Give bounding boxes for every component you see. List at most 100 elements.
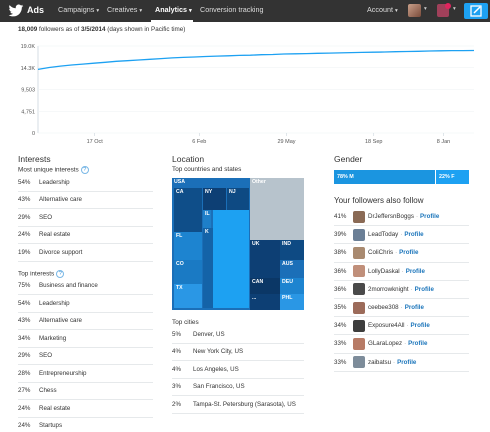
item-percent: 54% [18,299,31,307]
twitter-bird-icon[interactable] [8,4,24,18]
followers-summary: 18,009 followers as of 3/5/2014 (days sh… [18,26,185,33]
treemap-cell-tx[interactable]: TX [174,284,202,308]
treemap-cell-ny[interactable]: NY [203,188,226,210]
compose-tweet-button[interactable] [464,3,488,19]
profile-link[interactable]: Profile [414,285,434,293]
help-icon[interactable]: ? [56,269,65,278]
profile-link[interactable]: Profile [405,267,425,275]
list-item: 34% Marketing [18,330,153,348]
treemap-cell-nj[interactable]: NJ [227,188,249,210]
treemap-cell-k[interactable]: K [203,228,213,308]
profile-avatar[interactable] [353,265,365,278]
user-avatar[interactable] [408,4,421,17]
nav-conversion-tracking[interactable]: Conversion tracking [200,5,264,14]
followers-also-follow-title: Your followers also follow [334,196,424,205]
also-follow-list: 41% DrJeffersnBoggs · Profile 39% LeadToday · P… [334,208,469,372]
y-tick-label: 9,503 [21,88,35,94]
item-percent: 43% [18,196,31,204]
profile-avatar[interactable] [353,283,365,296]
follow-handle[interactable]: zaibatsu [368,358,392,366]
follow-percent: 35% [334,304,347,312]
list-item: 54% Leadership [18,174,153,192]
separator-dot: · [400,231,403,239]
treemap-cell-fl[interactable]: FL [174,232,202,260]
item-label: Alternative care [39,317,82,325]
treemap-cell-aus[interactable]: AUS [280,260,304,278]
item-percent: 43% [18,317,31,325]
follow-handle[interactable]: LollyDaskal [368,267,400,275]
brand-label[interactable]: Ads [27,5,45,15]
item-label: SEO [39,352,53,360]
treemap-cell-co[interactable]: CO [174,260,202,284]
list-item: 43% Alternative care [18,192,153,209]
chevron-down-icon[interactable]: ▾ [424,6,427,12]
active-tab-underline [151,20,193,22]
follow-handle[interactable]: DrJeffersnBoggs [368,213,414,221]
separator-dot: · [400,304,403,312]
treemap-cell-other[interactable]: Other [250,178,304,240]
list-item: 3% San Francisco, US [172,379,304,396]
treemap-cell-ca[interactable]: CA [174,188,202,232]
follow-handle[interactable]: GLaraLopez [368,340,403,348]
profile-avatar[interactable] [353,246,365,259]
item-label: SEO [39,213,53,221]
treemap-cell-ind[interactable]: IND [280,240,304,260]
follow-handle[interactable]: 2morrowknight [368,285,409,293]
profile-link[interactable]: Profile [404,231,424,239]
nav-creatives-label: Creatives [107,5,138,14]
list-item: 75% Business and finance [18,278,153,295]
list-item: 5% Denver, US [172,326,304,344]
profile-avatar[interactable] [353,337,365,350]
follow-item: 39% LeadToday · Profile [334,226,469,245]
followers-count: 18,009 [18,26,38,33]
profile-link[interactable]: Profile [397,358,417,366]
follow-handle[interactable]: ColiChris [368,249,394,257]
profile-link[interactable]: Profile [404,304,424,312]
summary-note: (days shown in Pacific time) [105,26,186,33]
list-item: 54% Leadership [18,295,153,313]
profile-link[interactable]: Profile [399,249,419,257]
treemap-cell-rest[interactable] [213,210,249,308]
treemap-cell-uk[interactable]: UK [250,240,280,278]
treemap-cell-more[interactable]: ... [250,294,280,310]
separator-dot: · [395,249,398,257]
list-item: 19% Divorce support [18,244,153,262]
nav-campaigns[interactable]: Campaigns ▾ [58,5,99,14]
list-item: 43% Alternative care [18,313,153,330]
follow-handle[interactable]: ceebee308 [368,304,399,312]
y-tick-label: 19.0K [21,44,36,50]
profile-avatar[interactable] [353,210,365,223]
chevron-down-icon[interactable]: ▾ [453,6,456,12]
treemap-cell-il[interactable]: IL [203,210,211,228]
follow-handle[interactable]: LeadToday [368,231,399,239]
profile-avatar[interactable] [353,301,365,314]
profile-avatar[interactable] [353,319,365,332]
item-percent: 27% [18,387,31,395]
account-menu[interactable]: Account ▾ [367,5,398,14]
nav-conversion-label: Conversion tracking [200,5,264,14]
treemap-cell-deu[interactable]: DEU [280,278,304,294]
treemap-cell-can[interactable]: CAN [250,278,280,294]
followers-line-chart: 19.0K 14.3K 9,503 4,751 0 17 Oct 6 Feb 29 May 18… [21,44,475,145]
profile-link[interactable]: Profile [420,213,440,221]
follow-percent: 33% [334,340,347,348]
item-label: Real estate [39,231,71,239]
profile-avatar[interactable] [353,356,365,369]
profile-link[interactable]: Profile [410,322,430,330]
follow-handle[interactable]: Exposure4All [368,322,405,330]
item-label: Tampa-St. Petersburg (Sarasota), US [193,400,296,408]
item-percent: 4% [172,348,181,356]
help-icon[interactable]: ? [80,166,89,174]
profile-avatar[interactable] [353,228,365,241]
profile-link[interactable]: Profile [408,340,428,348]
x-tick-label: 18 Sep [365,139,382,145]
nav-analytics[interactable]: Analytics ▾ [155,5,192,14]
location-section: Location Top countries and states [172,154,304,173]
item-percent: 54% [18,178,31,186]
follow-item: 35% ceebee308 · Profile [334,299,469,318]
location-treemap: USA Other CA NY NJ IL FL CO TX K UK IND … [172,178,304,310]
nav-creatives[interactable]: Creatives ▾ [107,5,142,14]
treemap-cell-phl[interactable]: PHL [280,294,304,310]
location-title: Location [172,154,205,164]
list-item: 2% Tampa-St. Petersburg (Sarasota), US [172,396,304,414]
